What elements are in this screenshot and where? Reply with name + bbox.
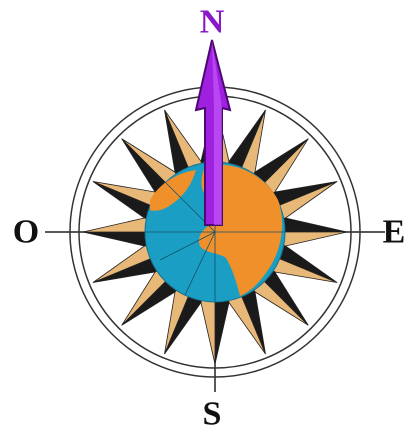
land-island	[252, 260, 265, 278]
east-label: E	[383, 214, 406, 251]
south-label: S	[203, 396, 222, 433]
west-label: O	[13, 214, 39, 251]
north-label: N	[200, 4, 225, 41]
north-arrow-highlight	[212, 40, 222, 225]
